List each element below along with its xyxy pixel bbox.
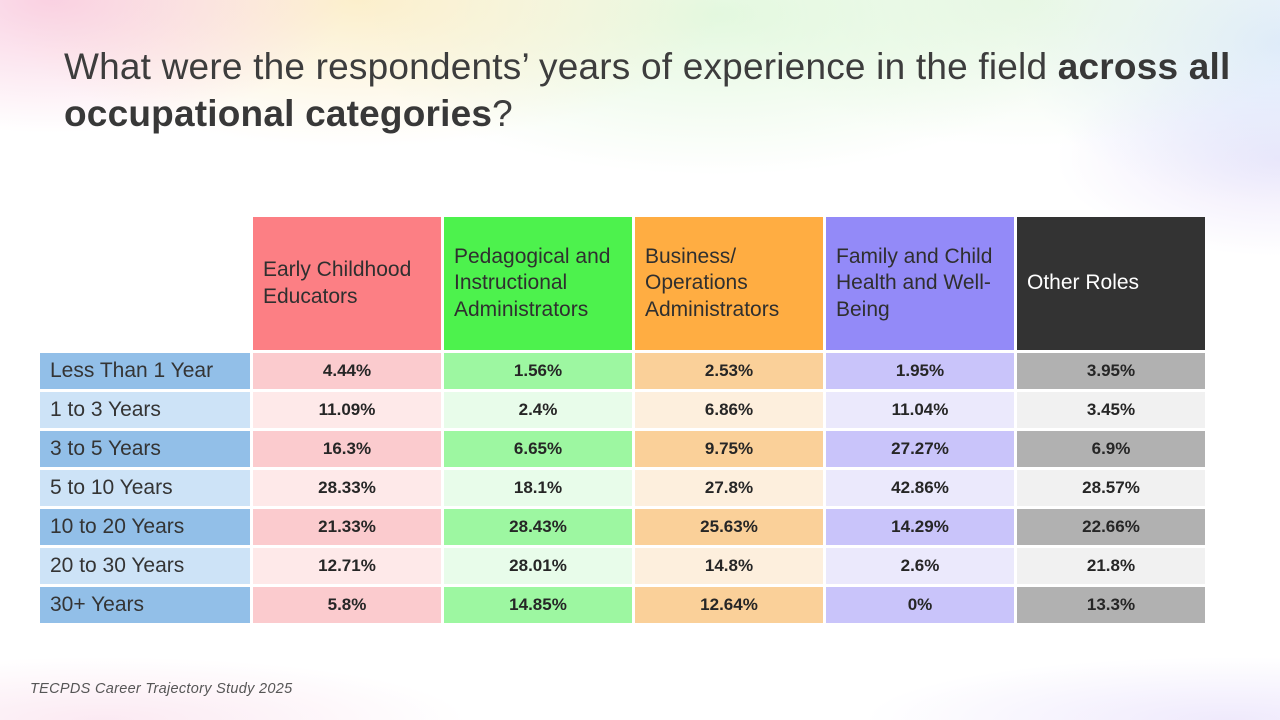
table-cell: 28.43% [444, 509, 632, 545]
table-cell: 28.01% [444, 548, 632, 584]
table-cell: 12.71% [253, 548, 441, 584]
slide-title-suffix: ? [492, 92, 513, 134]
table-cell: 1.56% [444, 353, 632, 389]
table-cell: 21.33% [253, 509, 441, 545]
table-cell: 4.44% [253, 353, 441, 389]
table-cell: 25.63% [635, 509, 823, 545]
table-cell: 2.6% [826, 548, 1014, 584]
table-cell: 6.65% [444, 431, 632, 467]
table-cell: 18.1% [444, 470, 632, 506]
table-cell: 14.8% [635, 548, 823, 584]
table-row: 10 to 20 Years 21.33% 28.43% 25.63% 14.2… [40, 509, 1205, 545]
table-cell: 21.8% [1017, 548, 1205, 584]
row-label: 10 to 20 Years [40, 509, 250, 545]
column-header-other-roles: Other Roles [1017, 217, 1205, 350]
slide-title-prefix: What were the respondents’ years of expe… [64, 46, 1058, 87]
table-header-row: Early Childhood Educators Pedagogical an… [40, 217, 1205, 350]
row-label: 1 to 3 Years [40, 392, 250, 428]
corner-cell [40, 217, 250, 350]
column-header-family-child-health-wellbeing: Family and Child Health and Well-Being [826, 217, 1014, 350]
table-cell: 14.29% [826, 509, 1014, 545]
table-row: 30+ Years 5.8% 14.85% 12.64% 0% 13.3% [40, 587, 1205, 623]
row-label: Less Than 1 Year [40, 353, 250, 389]
table-cell: 2.4% [444, 392, 632, 428]
row-label: 3 to 5 Years [40, 431, 250, 467]
table-cell: 12.64% [635, 587, 823, 623]
column-header-pedagogical-instructional-administrators: Pedagogical and Instructional Administra… [444, 217, 632, 350]
table-cell: 42.86% [826, 470, 1014, 506]
table-cell: 9.75% [635, 431, 823, 467]
table-cell: 28.57% [1017, 470, 1205, 506]
table-row: 5 to 10 Years 28.33% 18.1% 27.8% 42.86% … [40, 470, 1205, 506]
table-cell: 27.8% [635, 470, 823, 506]
table-cell: 3.95% [1017, 353, 1205, 389]
table-cell: 5.8% [253, 587, 441, 623]
table-cell: 13.3% [1017, 587, 1205, 623]
table-cell: 16.3% [253, 431, 441, 467]
table-cell: 1.95% [826, 353, 1014, 389]
table-cell: 22.66% [1017, 509, 1205, 545]
table-cell: 2.53% [635, 353, 823, 389]
source-attribution: TECPDS Career Trajectory Study 2025 [30, 681, 293, 697]
table-row: Less Than 1 Year 4.44% 1.56% 2.53% 1.95%… [40, 353, 1205, 389]
slide-title-emphasis: across all occupational categories [64, 46, 1231, 134]
table-cell: 3.45% [1017, 392, 1205, 428]
table-cell: 28.33% [253, 470, 441, 506]
table-cell: 0% [826, 587, 1014, 623]
table-cell: 27.27% [826, 431, 1014, 467]
slide-title: What were the respondents’ years of expe… [64, 44, 1234, 137]
column-header-early-childhood-educators: Early Childhood Educators [253, 217, 441, 350]
table-cell: 14.85% [444, 587, 632, 623]
table-cell: 6.86% [635, 392, 823, 428]
column-header-business-operations-administrators: Business/ Operations Administrators [635, 217, 823, 350]
row-label: 20 to 30 Years [40, 548, 250, 584]
table-row: 3 to 5 Years 16.3% 6.65% 9.75% 27.27% 6.… [40, 431, 1205, 467]
row-label: 30+ Years [40, 587, 250, 623]
table-row: 20 to 30 Years 12.71% 28.01% 14.8% 2.6% … [40, 548, 1205, 584]
table-cell: 11.09% [253, 392, 441, 428]
table-cell: 6.9% [1017, 431, 1205, 467]
row-label: 5 to 10 Years [40, 470, 250, 506]
table-row: 1 to 3 Years 11.09% 2.4% 6.86% 11.04% 3.… [40, 392, 1205, 428]
experience-table: Early Childhood Educators Pedagogical an… [37, 214, 1208, 626]
table-cell: 11.04% [826, 392, 1014, 428]
